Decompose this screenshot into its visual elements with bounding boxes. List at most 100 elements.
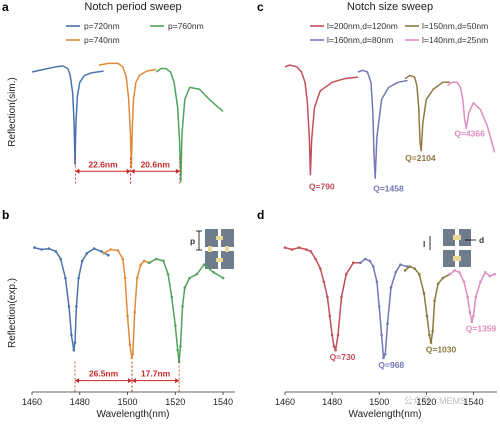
data-point-d-1 [377, 305, 381, 308]
q-factor-label-c-1: Q=1458 [373, 184, 404, 194]
inset-cell [443, 229, 455, 246]
data-point-d-1 [375, 280, 379, 284]
data-point-d-2 [422, 291, 426, 295]
section-title-period: Notch period sweep [84, 1, 181, 13]
series-line-a-1 [98, 62, 157, 169]
data-point-d-3 [493, 272, 496, 276]
x-tick-label-b: 1500 [118, 397, 138, 407]
data-point-d-0 [304, 248, 308, 251]
q-factor-label-d-0: Q=730 [330, 352, 356, 362]
data-point-d-0 [314, 257, 317, 261]
data-point-d-2 [441, 276, 445, 280]
panel-letter-c: c [257, 0, 264, 14]
q-factor-label-d-2: Q=1030 [426, 345, 457, 355]
data-point-d-0 [330, 333, 334, 337]
arrow-head-left [74, 378, 79, 384]
plot-layer: 22.6nm 20.6nm 1460 1480 1500 1520 1540 26.5nm 17… [22, 62, 497, 407]
data-point-b-0 [100, 250, 103, 253]
x-tick-label-d: 1500 [369, 397, 389, 407]
data-point-b-2 [181, 305, 184, 308]
x-tick-label-d: 1520 [416, 397, 436, 407]
data-point-b-0 [72, 348, 76, 352]
inset-notch [453, 235, 461, 240]
x-tick-label-b: 1520 [165, 397, 185, 407]
data-point-d-3 [468, 310, 472, 314]
inset-notch [453, 256, 461, 261]
data-point-d-0 [322, 280, 326, 284]
data-point-b-0 [107, 253, 110, 257]
data-point-b-1 [123, 276, 127, 280]
data-point-d-1 [384, 352, 387, 356]
data-point-b-2 [221, 276, 225, 280]
data-point-d-2 [408, 265, 412, 268]
data-point-d-2 [425, 314, 429, 318]
data-point-b-2 [188, 276, 191, 280]
data-point-d-3 [488, 274, 492, 278]
inset-depth-label: d [479, 235, 484, 245]
data-point-d-2 [428, 333, 431, 337]
data-point-b-1 [126, 314, 129, 318]
data-point-d-2 [433, 299, 436, 303]
panel-letter-d: d [257, 208, 264, 222]
data-point-d-1 [394, 271, 398, 274]
panel-letter-a: a [2, 0, 9, 14]
data-point-d-0 [319, 267, 322, 270]
data-point-b-1 [130, 356, 134, 360]
data-point-d-2 [436, 282, 440, 286]
data-point-d-3 [453, 269, 456, 272]
x-axis-label-left: Wavelength(nm) [97, 409, 170, 420]
inset-cell [221, 251, 234, 269]
x-tick-label-d: 1480 [322, 397, 342, 407]
data-point-b-1 [139, 263, 142, 267]
legend-label-a-2: p=760nm [168, 21, 204, 31]
data-point-b-1 [133, 310, 136, 314]
data-point-d-2 [413, 267, 416, 270]
data-point-b-2 [212, 271, 215, 274]
x-tick-label-d: 1460 [275, 397, 295, 407]
inset-notch [216, 236, 223, 240]
arrow-head-right [128, 378, 133, 384]
y-axis-label-exp: Reflection(exp.) [7, 278, 18, 348]
data-point-d-1 [359, 261, 362, 265]
data-point-d-0 [326, 295, 329, 299]
data-point-b-0 [67, 305, 71, 308]
q-factor-label-d-1: Q=968 [378, 360, 404, 370]
data-point-d-3 [479, 280, 482, 284]
data-point-b-0 [59, 257, 62, 261]
inset-length-label: l [423, 239, 425, 249]
data-point-d-3 [470, 320, 474, 324]
inset-cell [221, 229, 234, 247]
data-point-d-0 [336, 333, 340, 337]
arrow-head-left [75, 168, 80, 174]
legend-label-c-3: l=140nm,d=25nm [422, 35, 488, 45]
data-point-b-1 [131, 352, 135, 356]
data-point-d-3 [458, 271, 461, 274]
inset-notch [208, 246, 212, 252]
series-line-d-0 [284, 246, 361, 351]
data-point-d-2 [431, 329, 435, 333]
legend-label-a-0: p=720nm [84, 21, 120, 31]
legend-label-c-1: l=160nm,d=80nm [327, 35, 393, 45]
data-point-b-0 [92, 247, 96, 250]
legend-label-c-2: l=150nm,d=50nm [422, 21, 488, 31]
data-point-b-2 [170, 295, 173, 299]
panel-letter-b: b [2, 208, 9, 222]
data-point-b-0 [85, 252, 89, 255]
data-point-d-0 [352, 261, 355, 265]
data-point-d-0 [340, 295, 343, 299]
data-point-d-2 [403, 269, 407, 272]
data-point-d-3 [462, 280, 466, 284]
inset-notch [216, 258, 223, 262]
data-point-b-2 [162, 259, 165, 263]
data-point-b-2 [166, 272, 170, 276]
q-factor-label-c-0: Q=790 [309, 182, 335, 192]
legend-label-c-0: l=200nm,d=120nm [327, 21, 398, 31]
data-point-d-2 [418, 272, 421, 276]
legend-label-a-1: p=740nm [84, 35, 120, 45]
span-label-a-1: 20.6nm [141, 159, 171, 169]
data-point-d-3 [472, 314, 475, 318]
legend-panel-a: p=720nm p=740nm p=760nm [66, 21, 204, 45]
data-point-b-0 [77, 276, 80, 280]
data-point-b-2 [183, 286, 187, 289]
inset-cell [443, 250, 455, 267]
